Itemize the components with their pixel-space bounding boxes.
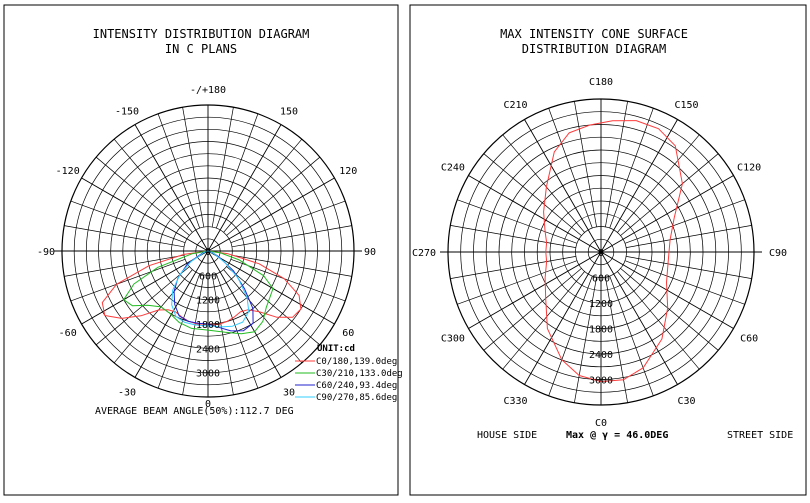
- angle-label: -/+180: [190, 85, 226, 96]
- house-side-label: HOUSE SIDE: [477, 430, 537, 441]
- radial-tick-label: 2400: [196, 344, 220, 355]
- angle-label: C240: [441, 163, 465, 174]
- radial-tick-label: 1200: [196, 296, 220, 307]
- radial-tick-label: 600: [199, 271, 217, 282]
- angle-label: C210: [503, 100, 527, 111]
- left-panel-frame: [3, 4, 399, 496]
- angle-label: C180: [589, 77, 613, 88]
- left-title-line2: IN C PLANS: [165, 42, 237, 56]
- angle-label: 0: [205, 399, 211, 410]
- right-title-line2: DISTRIBUTION DIAGRAM: [522, 42, 667, 56]
- c0-label: C0: [595, 418, 607, 429]
- legend-entry: C0/180,139.0deg: [316, 357, 397, 367]
- radial-tick-label: 0: [205, 247, 211, 258]
- radial-tick-label: 1800: [196, 320, 220, 331]
- unit-label: UNIT:cd: [317, 344, 355, 354]
- legend-entry: C90/270,85.6deg: [316, 393, 397, 403]
- angle-label: C60: [740, 334, 758, 345]
- angle-label: 90: [364, 247, 376, 258]
- series-line: [123, 250, 274, 335]
- radial-tick-label: 600: [592, 274, 610, 285]
- right-panel-frame: [409, 4, 807, 496]
- angle-label: 120: [339, 166, 357, 177]
- angle-label: C270: [412, 248, 436, 259]
- max-gamma-label: Max @ γ = 46.0DEG: [566, 430, 668, 441]
- series-line: [171, 250, 250, 328]
- radial-tick-label: 0: [598, 248, 604, 259]
- angle-label: -120: [56, 166, 80, 177]
- angle-label: C90: [769, 248, 787, 259]
- legend: C0/180,139.0deg C30/210,133.0deg C60/240,9…: [295, 357, 403, 403]
- angle-label: -30: [118, 387, 136, 398]
- intensity-polar-chart: 0 600 1200 1800 2400 3000 -/+180 150 120 90 60 30 -3…: [37, 85, 376, 410]
- radial-tick-label: 2400: [589, 350, 613, 361]
- beam-angle-footer: AVERAGE BEAM ANGLE(50%):112.7 DEG: [95, 406, 294, 417]
- radial-tick-label: 1200: [589, 299, 613, 310]
- series-line: [543, 120, 683, 383]
- angle-label: C300: [441, 334, 465, 345]
- angle-label: C150: [674, 100, 698, 111]
- angle-label: 60: [342, 328, 354, 339]
- legend-entry: C60/240,93.4deg: [316, 381, 397, 391]
- angle-label: C330: [503, 396, 527, 407]
- radial-tick-label: 1800: [589, 325, 613, 336]
- angle-label: 150: [280, 107, 298, 118]
- legend-entry: C30/210,133.0deg: [316, 369, 403, 379]
- angle-label: C120: [737, 163, 761, 174]
- radial-tick-label: 3000: [589, 376, 613, 387]
- angle-label: -90: [37, 247, 55, 258]
- angle-label: -60: [59, 328, 77, 339]
- left-title-line1: INTENSITY DISTRIBUTION DIAGRAM: [93, 27, 310, 41]
- angle-label: 30: [283, 387, 295, 398]
- angle-label: -150: [115, 107, 139, 118]
- cone-polar-chart: 0 600 1200 1800 2400 3000 C180 C150 C120 C90 C60 C3…: [412, 77, 787, 407]
- street-side-label: STREET SIDE: [727, 430, 793, 441]
- radial-tick-label: 3000: [196, 369, 220, 380]
- angle-label: C30: [677, 396, 695, 407]
- right-title-line1: MAX INTENSITY CONE SURFACE: [500, 27, 688, 41]
